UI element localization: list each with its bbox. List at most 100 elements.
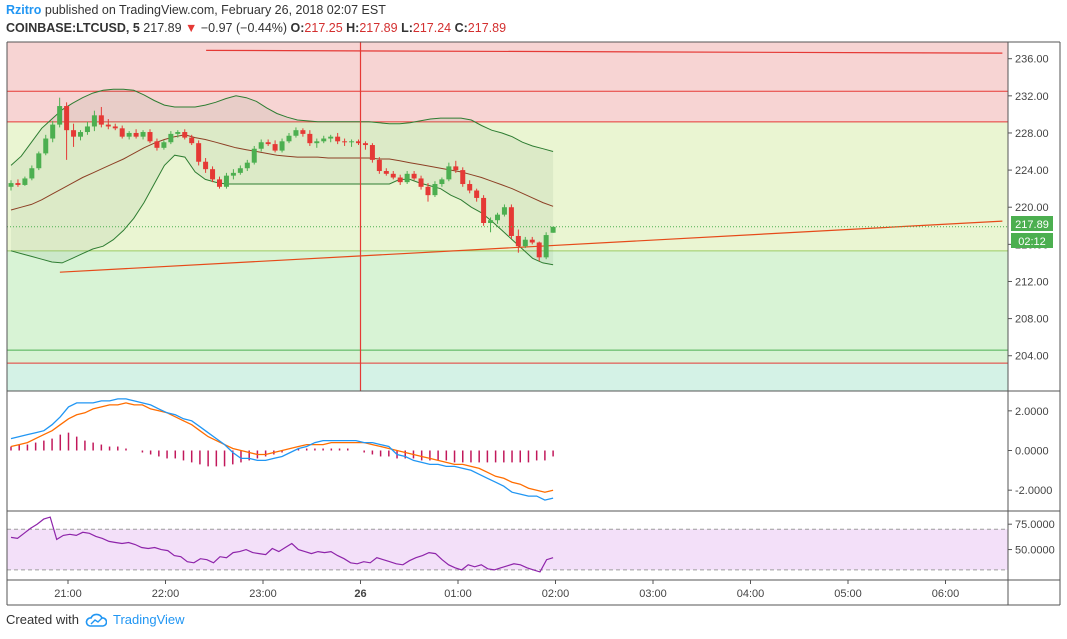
candle-body bbox=[411, 173, 417, 179]
candle-body bbox=[293, 130, 299, 136]
candle-body bbox=[196, 143, 202, 162]
candle-body bbox=[50, 124, 56, 139]
candle-body bbox=[126, 132, 132, 137]
price-tick-label: 228.00 bbox=[1015, 128, 1049, 140]
price-tick-label: 204.00 bbox=[1015, 351, 1049, 363]
candle-body bbox=[508, 207, 514, 236]
zone-3 bbox=[7, 363, 1008, 391]
candle-body bbox=[342, 141, 348, 143]
candle-body bbox=[98, 115, 104, 125]
publish-info: Rzitro published on TradingView.com, Feb… bbox=[6, 3, 386, 17]
time-tick-label: 26 bbox=[354, 588, 366, 600]
candle-body bbox=[460, 170, 466, 185]
macd-tick-label: -2.0000 bbox=[1015, 485, 1052, 497]
low-label: L: bbox=[401, 21, 413, 35]
candle-body bbox=[376, 159, 382, 172]
time-tick-label: 03:00 bbox=[639, 588, 667, 600]
symbol-label: COINBASE:LTCUSD, 5 bbox=[6, 21, 140, 35]
countdown-tag: 02:12 bbox=[1018, 236, 1046, 248]
footer: Created with TradingView bbox=[6, 612, 185, 627]
trendline bbox=[59, 220, 1003, 273]
candle-body bbox=[362, 143, 368, 146]
time-axis[interactable]: 21:00 22:00 23:00 26 01:00 02:00 03:00 04:00 05:… bbox=[54, 580, 959, 600]
candle-body bbox=[230, 172, 236, 176]
candle-body bbox=[467, 184, 473, 191]
author-name[interactable]: Rzitro bbox=[6, 3, 42, 17]
candle-body bbox=[237, 168, 243, 173]
time-tick-label: 04:00 bbox=[737, 588, 765, 600]
candle-body bbox=[112, 126, 118, 129]
candle-body bbox=[15, 183, 21, 185]
tradingview-brand: TradingView bbox=[112, 612, 185, 627]
price-tick-label: 212.00 bbox=[1015, 276, 1049, 288]
candle-body bbox=[404, 173, 410, 183]
last-price: 217.89 bbox=[143, 21, 182, 35]
candle-body bbox=[536, 242, 542, 258]
candle-body bbox=[154, 141, 160, 148]
macd-tick-label: 2.0000 bbox=[1015, 406, 1049, 418]
candle-body bbox=[43, 138, 49, 154]
candle-body bbox=[522, 239, 528, 247]
price-tick-label: 232.00 bbox=[1015, 91, 1049, 103]
high-label: H: bbox=[346, 21, 360, 35]
candle-body bbox=[78, 132, 83, 137]
candle-body bbox=[175, 132, 181, 134]
candle-body bbox=[474, 190, 480, 198]
macd-signal-line bbox=[10, 402, 554, 493]
candle-body bbox=[203, 161, 209, 170]
candle-body bbox=[36, 153, 42, 169]
open-value: 217.25 bbox=[304, 21, 343, 35]
candle-body bbox=[29, 168, 35, 179]
candle-body bbox=[328, 136, 334, 139]
tradingview-link[interactable]: TradingView bbox=[85, 612, 185, 627]
candle-body bbox=[161, 142, 167, 148]
price-tags: 217.89 02:12 bbox=[1011, 216, 1053, 248]
close-label: C: bbox=[454, 21, 468, 35]
price-pane[interactable] bbox=[7, 42, 1008, 391]
candle-body bbox=[189, 137, 195, 144]
rsi-band bbox=[7, 529, 1008, 570]
candle-body bbox=[91, 115, 97, 127]
bollinger-upper bbox=[10, 88, 554, 166]
time-tick-label: 01:00 bbox=[444, 588, 472, 600]
price-axis[interactable]: 236.00232.00228.00224.00220.00216.00212.… bbox=[1008, 54, 1055, 557]
high-value: 217.89 bbox=[359, 21, 398, 35]
macd-line bbox=[10, 398, 554, 501]
time-tick-label: 23:00 bbox=[249, 588, 277, 600]
candle-body bbox=[425, 186, 431, 196]
countdown-tag-bg bbox=[1011, 233, 1053, 248]
candle-body bbox=[446, 166, 452, 180]
candle-body bbox=[244, 162, 250, 169]
candle-body bbox=[300, 130, 306, 134]
time-tick-label: 05:00 bbox=[834, 588, 862, 600]
chart-frame bbox=[6, 41, 1061, 606]
candle-body bbox=[272, 144, 278, 151]
candle-body bbox=[64, 106, 70, 131]
candle-body bbox=[453, 166, 459, 171]
time-tick-label: 21:00 bbox=[54, 588, 82, 600]
time-tick-label: 02:00 bbox=[542, 588, 570, 600]
candle-body bbox=[147, 132, 153, 142]
macd-tick-label: 0.0000 bbox=[1015, 446, 1049, 458]
candle-body bbox=[356, 141, 361, 144]
candle-body bbox=[335, 136, 341, 142]
candle-body bbox=[390, 173, 396, 178]
rsi-line bbox=[10, 516, 554, 573]
time-tick-label: 22:00 bbox=[152, 588, 180, 600]
rsi-pane[interactable] bbox=[7, 516, 1008, 573]
rsi-tick-label: 75.0000 bbox=[1015, 519, 1055, 531]
zone-2 bbox=[7, 250, 1008, 364]
candle-body bbox=[488, 220, 494, 223]
created-with-label: Created with bbox=[6, 612, 79, 627]
candle-body bbox=[439, 179, 445, 185]
candle-body bbox=[481, 197, 487, 223]
tradingview-cloud-icon bbox=[85, 613, 107, 627]
bollinger-fill bbox=[11, 89, 554, 265]
macd-pane[interactable] bbox=[10, 398, 554, 501]
candle-body bbox=[168, 133, 174, 143]
candle-body bbox=[307, 133, 313, 144]
candle-body bbox=[501, 207, 507, 215]
candle-body bbox=[210, 169, 216, 180]
candle-body bbox=[321, 138, 327, 142]
